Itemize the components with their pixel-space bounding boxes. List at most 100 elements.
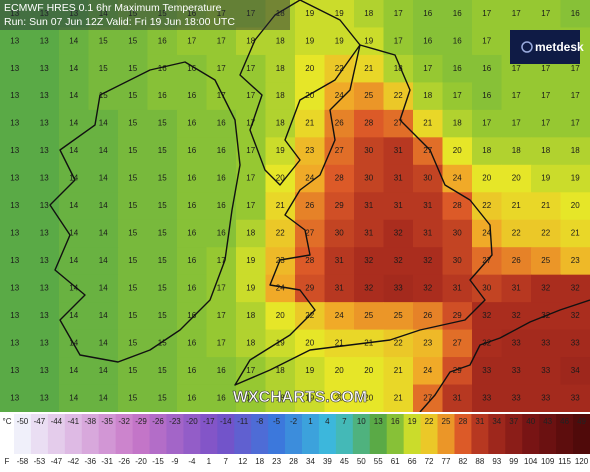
temp-label: 14 xyxy=(69,201,78,210)
temp-label: 21 xyxy=(571,229,580,238)
temp-cell xyxy=(206,384,237,413)
temp-label: 30 xyxy=(364,146,373,155)
temp-cell xyxy=(442,329,473,358)
colorbar-swatch xyxy=(30,414,49,454)
fahrenheit-label: 55 xyxy=(374,457,383,466)
fahrenheit-label: -58 xyxy=(17,457,29,466)
temp-cell xyxy=(383,384,414,413)
temp-label: 17 xyxy=(246,366,255,375)
temp-label: 31 xyxy=(394,174,403,183)
temp-label: 30 xyxy=(453,229,462,238)
temp-label: 20 xyxy=(276,174,285,183)
temp-cell xyxy=(59,192,89,221)
temp-cell xyxy=(501,302,532,331)
temp-label: 15 xyxy=(158,311,167,320)
temp-cell xyxy=(472,164,502,193)
temp-label: 22 xyxy=(276,229,285,238)
temp-label: 15 xyxy=(128,311,137,320)
temp-label: 17 xyxy=(571,91,580,100)
temp-label: 20 xyxy=(305,64,314,73)
temp-label: 16 xyxy=(187,311,196,320)
temp-label: 25 xyxy=(541,256,550,265)
temp-cell xyxy=(177,247,207,276)
temp-cell xyxy=(177,274,207,303)
header-run: Run: Sun 07 Jun 12Z Valid: Fri 19 Jun 18… xyxy=(4,16,235,28)
temp-cell xyxy=(0,329,30,358)
temp-label: 16 xyxy=(217,119,226,128)
temp-cell xyxy=(501,82,532,111)
temp-label: 21 xyxy=(305,119,314,128)
temp-label: 14 xyxy=(99,146,108,155)
temp-cell xyxy=(147,274,178,303)
temp-cell xyxy=(560,82,590,111)
temp-label: 13 xyxy=(10,393,19,402)
celsius-label: -47 xyxy=(34,417,46,426)
temp-cell xyxy=(442,0,473,28)
temp-cell xyxy=(29,137,60,166)
temp-label: 13 xyxy=(10,338,19,347)
fahrenheit-label: -15 xyxy=(152,457,164,466)
temp-label: 14 xyxy=(99,229,108,238)
temp-label: 13 xyxy=(40,311,49,320)
temp-cell xyxy=(206,27,237,56)
temp-cell xyxy=(531,192,561,221)
temp-cell xyxy=(265,357,296,386)
temp-label: 16 xyxy=(453,36,462,45)
temp-cell xyxy=(236,274,266,303)
temp-label: 29 xyxy=(453,366,462,375)
temp-cell xyxy=(0,192,30,221)
temp-cell xyxy=(88,274,119,303)
temp-cell xyxy=(147,82,178,111)
celsius-label: -41 xyxy=(68,417,80,426)
temp-label: 21 xyxy=(276,201,285,210)
temp-cell xyxy=(206,0,237,28)
temp-label: 14 xyxy=(99,174,108,183)
temp-cell xyxy=(354,247,384,276)
temp-cell xyxy=(88,219,119,248)
temp-cell xyxy=(177,27,207,56)
temp-cell xyxy=(413,0,443,28)
temp-cell xyxy=(354,137,384,166)
colorbar-swatch xyxy=(81,414,100,454)
temp-cell xyxy=(88,302,119,331)
temp-label: 16 xyxy=(453,9,462,18)
temp-label: 13 xyxy=(10,36,19,45)
temp-cell xyxy=(118,0,148,28)
celsius-label: 7 xyxy=(342,417,347,426)
temp-label: 14 xyxy=(99,393,108,402)
temp-cell xyxy=(88,54,119,83)
temp-label: 18 xyxy=(246,36,255,45)
celsius-label: 16 xyxy=(391,417,400,426)
temp-cell xyxy=(265,164,296,193)
colorbar-swatch xyxy=(132,414,151,454)
temp-label: 18 xyxy=(276,366,285,375)
temp-label: 17 xyxy=(512,119,521,128)
fahrenheit-label: 12 xyxy=(238,457,247,466)
temp-label: 18 xyxy=(276,64,285,73)
temp-label: 20 xyxy=(335,366,344,375)
temp-label: 19 xyxy=(305,36,314,45)
celsius-label: -14 xyxy=(220,417,232,426)
temp-cell xyxy=(147,357,178,386)
temp-cell xyxy=(295,164,325,193)
fahrenheit-label: 18 xyxy=(255,457,264,466)
temp-cell xyxy=(560,109,590,138)
temp-cell xyxy=(29,54,60,83)
colorbar-swatch xyxy=(98,414,117,454)
temp-label: 18 xyxy=(571,146,580,155)
temp-cell xyxy=(118,82,148,111)
colorbar-swatch xyxy=(200,414,218,454)
celsius-label: -11 xyxy=(237,417,249,426)
colorbar-swatch xyxy=(268,414,286,454)
temp-cell xyxy=(383,302,414,331)
temp-cell xyxy=(442,192,473,221)
temp-label: 18 xyxy=(364,9,373,18)
temp-cell xyxy=(0,274,30,303)
temp-cell xyxy=(265,384,296,413)
colorbar-swatch xyxy=(217,414,235,454)
temp-cell xyxy=(206,302,237,331)
temp-cell xyxy=(177,109,207,138)
temp-label: 32 xyxy=(394,256,403,265)
temp-label: 15 xyxy=(158,119,167,128)
temp-label: 17 xyxy=(217,284,226,293)
